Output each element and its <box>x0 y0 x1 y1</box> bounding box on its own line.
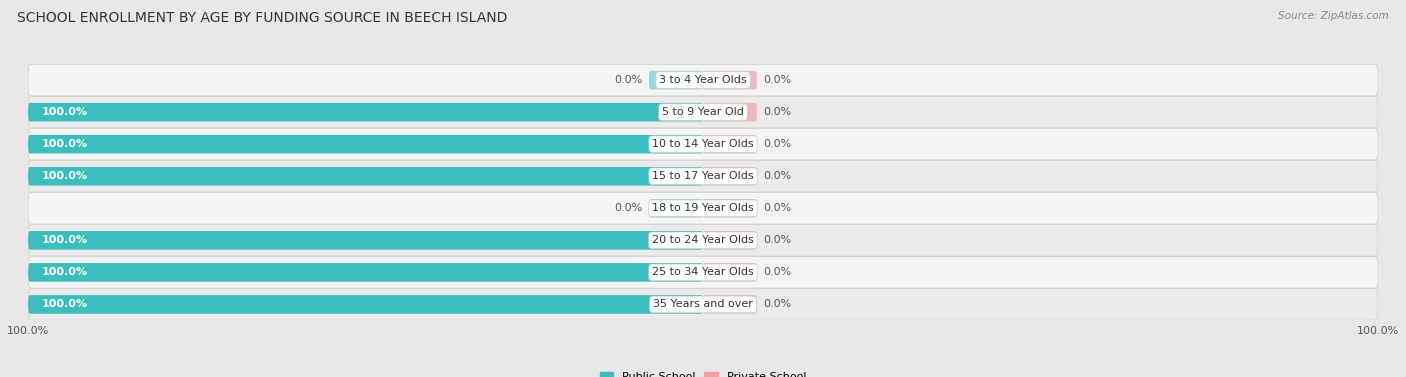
FancyBboxPatch shape <box>28 103 703 121</box>
FancyBboxPatch shape <box>28 257 1378 288</box>
FancyBboxPatch shape <box>28 129 1378 160</box>
Text: 0.0%: 0.0% <box>763 203 792 213</box>
FancyBboxPatch shape <box>28 289 1378 320</box>
FancyBboxPatch shape <box>703 231 756 250</box>
FancyBboxPatch shape <box>28 193 1378 224</box>
FancyBboxPatch shape <box>703 167 756 185</box>
FancyBboxPatch shape <box>28 295 703 314</box>
Legend: Public School, Private School: Public School, Private School <box>595 367 811 377</box>
Text: 0.0%: 0.0% <box>614 203 643 213</box>
FancyBboxPatch shape <box>28 64 1378 96</box>
Text: 5 to 9 Year Old: 5 to 9 Year Old <box>662 107 744 117</box>
Text: 18 to 19 Year Olds: 18 to 19 Year Olds <box>652 203 754 213</box>
Text: 0.0%: 0.0% <box>763 235 792 245</box>
FancyBboxPatch shape <box>28 231 703 250</box>
FancyBboxPatch shape <box>28 161 1378 192</box>
FancyBboxPatch shape <box>703 295 756 314</box>
Text: 20 to 24 Year Olds: 20 to 24 Year Olds <box>652 235 754 245</box>
Text: 0.0%: 0.0% <box>763 267 792 277</box>
Text: 0.0%: 0.0% <box>763 171 792 181</box>
Text: Source: ZipAtlas.com: Source: ZipAtlas.com <box>1278 11 1389 21</box>
Text: 35 Years and over: 35 Years and over <box>652 299 754 310</box>
Text: 100.0%: 100.0% <box>42 235 87 245</box>
FancyBboxPatch shape <box>28 263 703 282</box>
FancyBboxPatch shape <box>28 135 703 153</box>
Text: 100.0%: 100.0% <box>42 107 87 117</box>
Text: 25 to 34 Year Olds: 25 to 34 Year Olds <box>652 267 754 277</box>
Text: 0.0%: 0.0% <box>614 75 643 85</box>
Text: 100.0%: 100.0% <box>42 171 87 181</box>
Text: 100.0%: 100.0% <box>42 299 87 310</box>
FancyBboxPatch shape <box>703 135 756 153</box>
FancyBboxPatch shape <box>703 71 756 89</box>
FancyBboxPatch shape <box>650 199 703 218</box>
FancyBboxPatch shape <box>28 225 1378 256</box>
Text: 100.0%: 100.0% <box>42 139 87 149</box>
Text: 3 to 4 Year Olds: 3 to 4 Year Olds <box>659 75 747 85</box>
Text: 100.0%: 100.0% <box>42 267 87 277</box>
Text: 0.0%: 0.0% <box>763 139 792 149</box>
FancyBboxPatch shape <box>650 71 703 89</box>
Text: 0.0%: 0.0% <box>763 75 792 85</box>
FancyBboxPatch shape <box>703 199 756 218</box>
Text: 15 to 17 Year Olds: 15 to 17 Year Olds <box>652 171 754 181</box>
Text: SCHOOL ENROLLMENT BY AGE BY FUNDING SOURCE IN BEECH ISLAND: SCHOOL ENROLLMENT BY AGE BY FUNDING SOUR… <box>17 11 508 25</box>
FancyBboxPatch shape <box>28 97 1378 128</box>
Text: 0.0%: 0.0% <box>763 107 792 117</box>
Text: 10 to 14 Year Olds: 10 to 14 Year Olds <box>652 139 754 149</box>
FancyBboxPatch shape <box>703 263 756 282</box>
FancyBboxPatch shape <box>28 167 703 185</box>
FancyBboxPatch shape <box>703 103 756 121</box>
Text: 0.0%: 0.0% <box>763 299 792 310</box>
